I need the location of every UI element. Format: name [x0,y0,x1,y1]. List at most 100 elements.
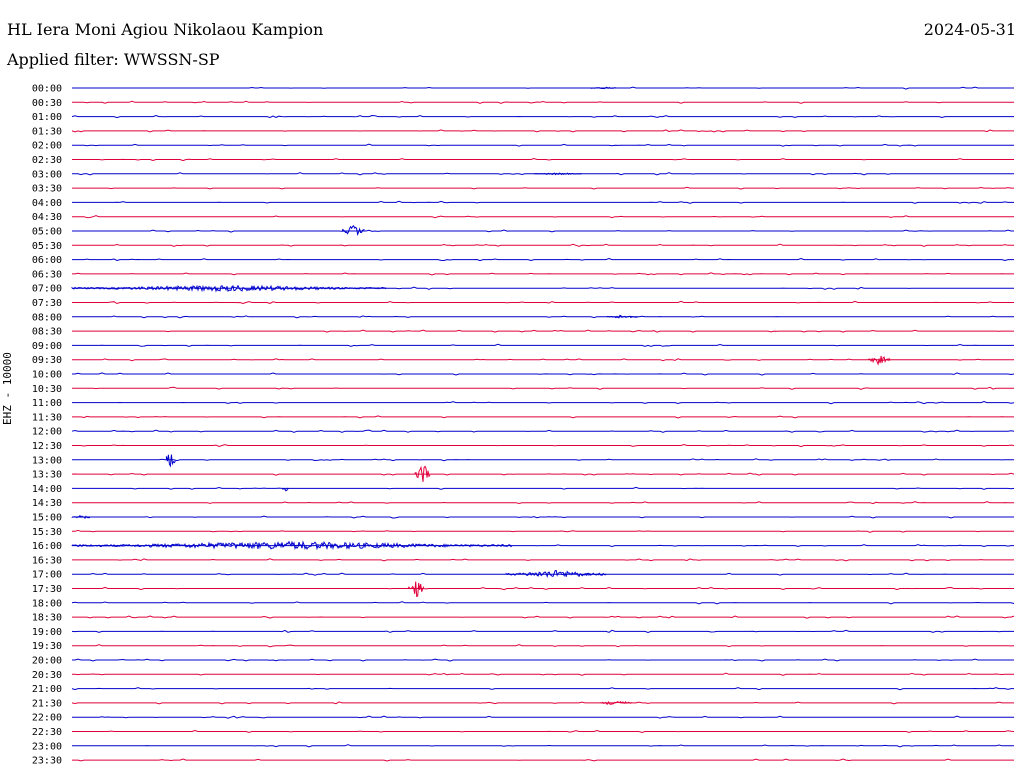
row-time-label: 06:30 [32,269,62,280]
row-time-label: 08:30 [32,327,62,338]
trace-row-0630 [72,272,1014,276]
trace-row-2330 [72,758,1014,762]
trace-row-2130 [71,701,1014,705]
seismic-event [165,454,176,468]
row-time-label: 02:30 [32,155,62,166]
trace-row-0900 [72,343,1014,347]
trace-row-0400 [72,200,1014,204]
trace-row-2200 [72,715,1014,719]
station-title: HL Iera Moni Agiou Nikolaou Kampion [7,20,324,39]
seismic-event [414,465,431,482]
trace-row-1830 [72,615,1015,619]
row-time-label: 14:00 [32,484,62,495]
seismic-event [534,172,582,176]
trace-row-0600 [72,257,1014,262]
row-time-label: 12:30 [32,441,62,452]
row-time-label: 10:30 [32,384,62,395]
row-time-label: 09:00 [32,341,62,352]
row-time-label: 21:30 [32,698,62,709]
row-time-label: 17:30 [32,584,62,595]
row-time-label: 23:00 [32,741,62,752]
row-time-label: 12:00 [32,427,62,438]
row-time-label: 21:00 [32,684,62,695]
row-time-label: 22:00 [32,713,62,724]
row-time-label: 22:30 [32,727,62,738]
trace-row-0930 [72,358,1014,362]
row-time-label: 19:30 [32,641,62,652]
filter-label: Applied filter: WWSSN-SP [7,50,220,69]
row-time-label: 09:30 [32,355,62,366]
row-time-label: 19:00 [32,627,62,638]
trace-row-2100 [71,687,1014,691]
row-time-label: 03:30 [32,184,62,195]
trace-row-0730 [72,300,1014,305]
row-time-label: 13:00 [32,455,62,466]
trace-row-0130 [71,129,1014,133]
row-time-label: 01:30 [32,126,62,137]
trace-row-1330 [71,472,1015,476]
seismic-event [408,581,425,598]
seismic-event [600,700,632,705]
row-time-label: 20:00 [32,656,62,667]
seismic-event [505,569,607,579]
trace-row-0700 [72,286,1014,290]
row-time-label: 04:00 [32,198,62,209]
trace-row-0530 [72,243,1014,247]
row-time-label: 07:30 [32,298,62,309]
trace-row-1030 [72,386,1014,390]
trace-row-2030 [72,672,1014,676]
trace-row-0330 [72,186,1014,190]
trace-row-2000 [72,658,1014,662]
row-time-label: 06:00 [32,255,62,266]
trace-row-1630 [72,558,1014,562]
row-time-label: 03:00 [32,169,62,180]
seismic-event [71,284,387,293]
trace-row-2300 [72,744,1014,748]
row-time-label: 00:00 [32,84,62,95]
row-time-label: 05:00 [32,227,62,238]
row-time-label: 02:00 [32,141,62,152]
row-time-label: 16:30 [32,555,62,566]
date-label: 2024-05-31 [923,20,1016,39]
seismic-event [342,225,365,237]
trace-row-0100 [71,114,1014,119]
trace-row-0800 [72,315,1014,319]
trace-row-0200 [72,143,1014,147]
row-time-label: 18:00 [32,598,62,609]
row-time-label: 14:30 [32,498,62,509]
trace-row-1200 [71,429,1015,433]
trace-row-1900 [71,629,1014,634]
seismic-event [606,314,639,319]
trace-row-0430 [72,215,1014,219]
trace-row-0000 [72,86,1014,90]
seismic-event [867,355,891,366]
trace-row-1930 [72,644,1015,648]
row-time-label: 00:30 [32,98,62,109]
trace-row-1300 [72,458,1014,462]
row-time-label: 18:30 [32,613,62,624]
row-time-label: 04:30 [32,212,62,223]
trace-row-1600 [72,544,1014,548]
row-time-label: 01:00 [32,112,62,123]
trace-row-1100 [72,400,1015,405]
row-time-label: 11:30 [32,412,62,423]
trace-row-1230 [72,443,1015,448]
seismic-event [282,487,289,492]
trace-row-1730 [72,586,1014,591]
seismic-event [590,86,617,90]
trace-row-0030 [72,100,1014,104]
row-time-label: 13:30 [32,470,62,481]
row-time-label: 11:00 [32,398,62,409]
trace-row-1400 [72,486,1015,490]
row-time-label: 23:30 [32,756,62,767]
trace-row-0230 [72,157,1014,162]
trace-row-0830 [72,329,1014,333]
trace-row-2230 [72,729,1015,734]
row-time-label: 15:00 [32,513,62,524]
row-time-label: 15:30 [32,527,62,538]
row-time-label: 16:00 [32,541,62,552]
seismic-event [71,540,513,551]
trace-row-1430 [72,501,1014,505]
trace-row-1800 [71,601,1015,605]
